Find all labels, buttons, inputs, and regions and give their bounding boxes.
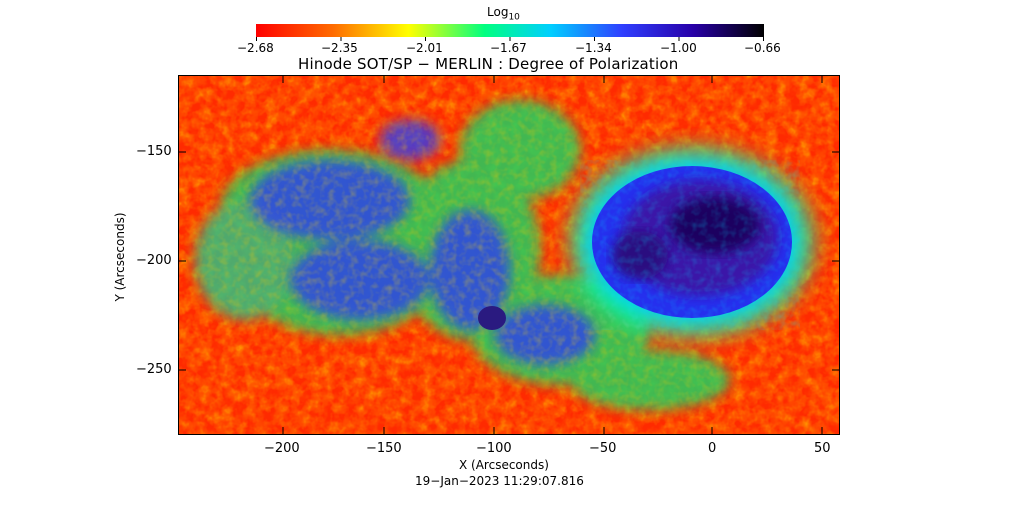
x-tick-label: 0 <box>708 441 717 456</box>
colorbar-ticks <box>256 37 764 41</box>
polarization-map <box>178 75 840 435</box>
colorbar-tick-label: −2.68 <box>237 41 274 55</box>
y-tick-label: −200 <box>136 253 172 268</box>
colorbar-title-text: Log <box>487 5 509 19</box>
colorbar <box>256 24 764 37</box>
y-tick-label: −250 <box>136 362 172 377</box>
timestamp: 19−Jan−2023 11:29:07.816 <box>415 474 584 488</box>
colorbar-tick-label: −2.35 <box>321 41 358 55</box>
plot-frame <box>178 75 840 435</box>
x-tick-label: 50 <box>814 441 831 456</box>
y-axis-ticks <box>178 151 840 371</box>
colorbar-tick-label: −1.00 <box>660 41 697 55</box>
colorbar-tick-label: −2.01 <box>406 41 443 55</box>
x-tick-label: −50 <box>589 441 617 456</box>
y-tick-label: −150 <box>136 144 172 159</box>
x-tick-label: −200 <box>264 441 300 456</box>
x-tick-label: −150 <box>366 441 402 456</box>
colorbar-tick-label: −0.66 <box>744 41 781 55</box>
colorbar-title-subscript: 10 <box>508 12 520 23</box>
y-axis-label: Y (Arcseconds) <box>113 212 127 302</box>
x-tick-label: −100 <box>476 441 512 456</box>
plot-title: Hinode SOT/SP − MERLIN : Degree of Polar… <box>298 55 679 73</box>
colorbar-tick-label: −1.67 <box>490 41 527 55</box>
colorbar-tick-label: −1.34 <box>575 41 612 55</box>
x-axis-label: X (Arcseconds) <box>459 458 549 472</box>
x-axis-ticks <box>282 75 823 435</box>
colorbar-title: Log10 <box>487 5 520 22</box>
